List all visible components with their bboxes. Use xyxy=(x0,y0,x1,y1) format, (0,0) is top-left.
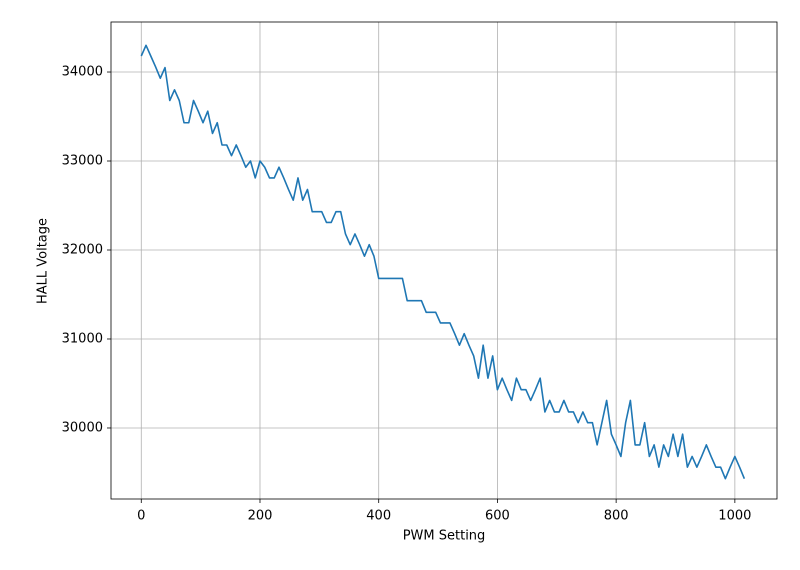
y-tick-label: 31000 xyxy=(62,331,103,346)
x-tick-label: 1000 xyxy=(718,509,751,524)
x-axis-label: PWM Setting xyxy=(403,529,486,544)
y-tick-label: 33000 xyxy=(62,154,103,169)
data-line xyxy=(140,44,746,480)
y-tick-label: 30000 xyxy=(62,420,103,435)
y-tick-label: 32000 xyxy=(62,242,103,257)
y-tick-label: 34000 xyxy=(62,65,103,80)
x-tick-label: 200 xyxy=(248,509,273,524)
x-tick-label: 0 xyxy=(137,509,145,524)
x-tick-label: 800 xyxy=(604,509,629,524)
x-tick-label: 600 xyxy=(485,509,510,524)
x-tick-label: 400 xyxy=(366,509,391,524)
plot-frame xyxy=(110,21,778,500)
y-axis-label: HALL Voltage xyxy=(36,218,51,304)
